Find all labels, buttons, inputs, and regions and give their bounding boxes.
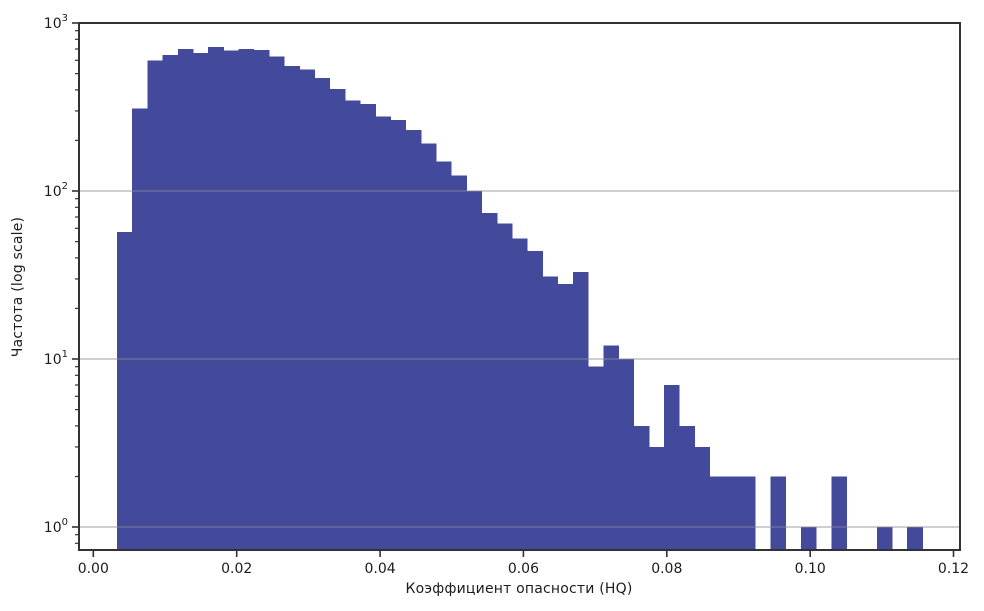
bars-group bbox=[116, 46, 923, 551]
y-tick-label: 100 bbox=[44, 517, 68, 536]
x-tick-label: 0.08 bbox=[651, 561, 682, 577]
histogram-bar bbox=[299, 69, 315, 550]
histogram-bar bbox=[177, 49, 194, 550]
histogram-bar bbox=[162, 55, 179, 550]
histogram-bar bbox=[831, 476, 847, 550]
histogram-bar bbox=[390, 119, 407, 551]
y-tick-label: 103 bbox=[44, 13, 68, 32]
histogram-bar bbox=[360, 103, 376, 551]
histogram-bar bbox=[132, 108, 148, 551]
x-tick-label: 0.12 bbox=[938, 561, 969, 577]
histogram-bar bbox=[147, 60, 163, 551]
histogram-bar bbox=[451, 175, 467, 550]
plot-frame bbox=[78, 22, 961, 551]
tick-labels-group: 0.00 0.02 0.04 0.06 0.08 0.10 0.12 100 101 102 103 bbox=[44, 13, 969, 577]
histogram-bar bbox=[648, 446, 665, 550]
histogram-bar bbox=[694, 446, 711, 550]
histogram-bar bbox=[329, 88, 346, 550]
histogram-bar bbox=[192, 52, 209, 551]
histogram-bar bbox=[253, 50, 270, 550]
histogram-bar bbox=[344, 100, 361, 551]
histogram-bar bbox=[375, 116, 391, 550]
histogram-bar bbox=[907, 527, 923, 550]
histogram-bar bbox=[496, 223, 513, 550]
histogram-bar bbox=[588, 366, 604, 550]
histogram-bar bbox=[420, 143, 437, 550]
histogram-bar bbox=[618, 359, 635, 550]
x-tick-label: 0.02 bbox=[221, 561, 252, 577]
ticks-group bbox=[72, 22, 955, 557]
histogram-bar bbox=[800, 527, 817, 550]
y-tick-label: 101 bbox=[44, 349, 68, 368]
histogram-bar bbox=[603, 345, 619, 550]
histogram-bar bbox=[664, 385, 680, 550]
histogram-bar bbox=[709, 476, 726, 550]
histogram-bar bbox=[876, 527, 893, 550]
y-tick-label: 102 bbox=[44, 181, 68, 200]
histogram-bar bbox=[679, 425, 695, 550]
histogram-bar bbox=[572, 271, 589, 550]
histogram-bar bbox=[527, 250, 543, 551]
histogram-bar bbox=[557, 283, 574, 550]
histogram-bar bbox=[724, 476, 741, 550]
x-tick-label: 0.10 bbox=[795, 561, 826, 577]
x-tick-label: 0.06 bbox=[508, 561, 539, 577]
x-tick-label: 0.00 bbox=[78, 561, 109, 577]
histogram-bar bbox=[770, 476, 787, 550]
histogram-bar bbox=[466, 191, 483, 550]
histogram-bar bbox=[481, 212, 498, 551]
histogram-bar bbox=[208, 46, 224, 550]
x-tick-label: 0.04 bbox=[365, 561, 396, 577]
histogram-bar bbox=[740, 476, 756, 550]
histogram-bar bbox=[633, 425, 650, 550]
y-axis-label: Частота (log scale) bbox=[10, 216, 26, 358]
histogram-bar bbox=[116, 232, 133, 550]
histogram-bar bbox=[238, 49, 255, 550]
histogram-bar bbox=[314, 78, 331, 550]
histogram-bar bbox=[542, 276, 559, 550]
x-axis-label: Коэффициент опасности (HQ) bbox=[405, 581, 633, 597]
histogram-bar bbox=[284, 65, 300, 551]
histogram-bar bbox=[512, 238, 528, 551]
histogram-bar bbox=[223, 50, 239, 550]
histogram-bar bbox=[405, 129, 422, 551]
histogram-bar bbox=[436, 161, 452, 550]
histogram-bar bbox=[268, 56, 285, 551]
